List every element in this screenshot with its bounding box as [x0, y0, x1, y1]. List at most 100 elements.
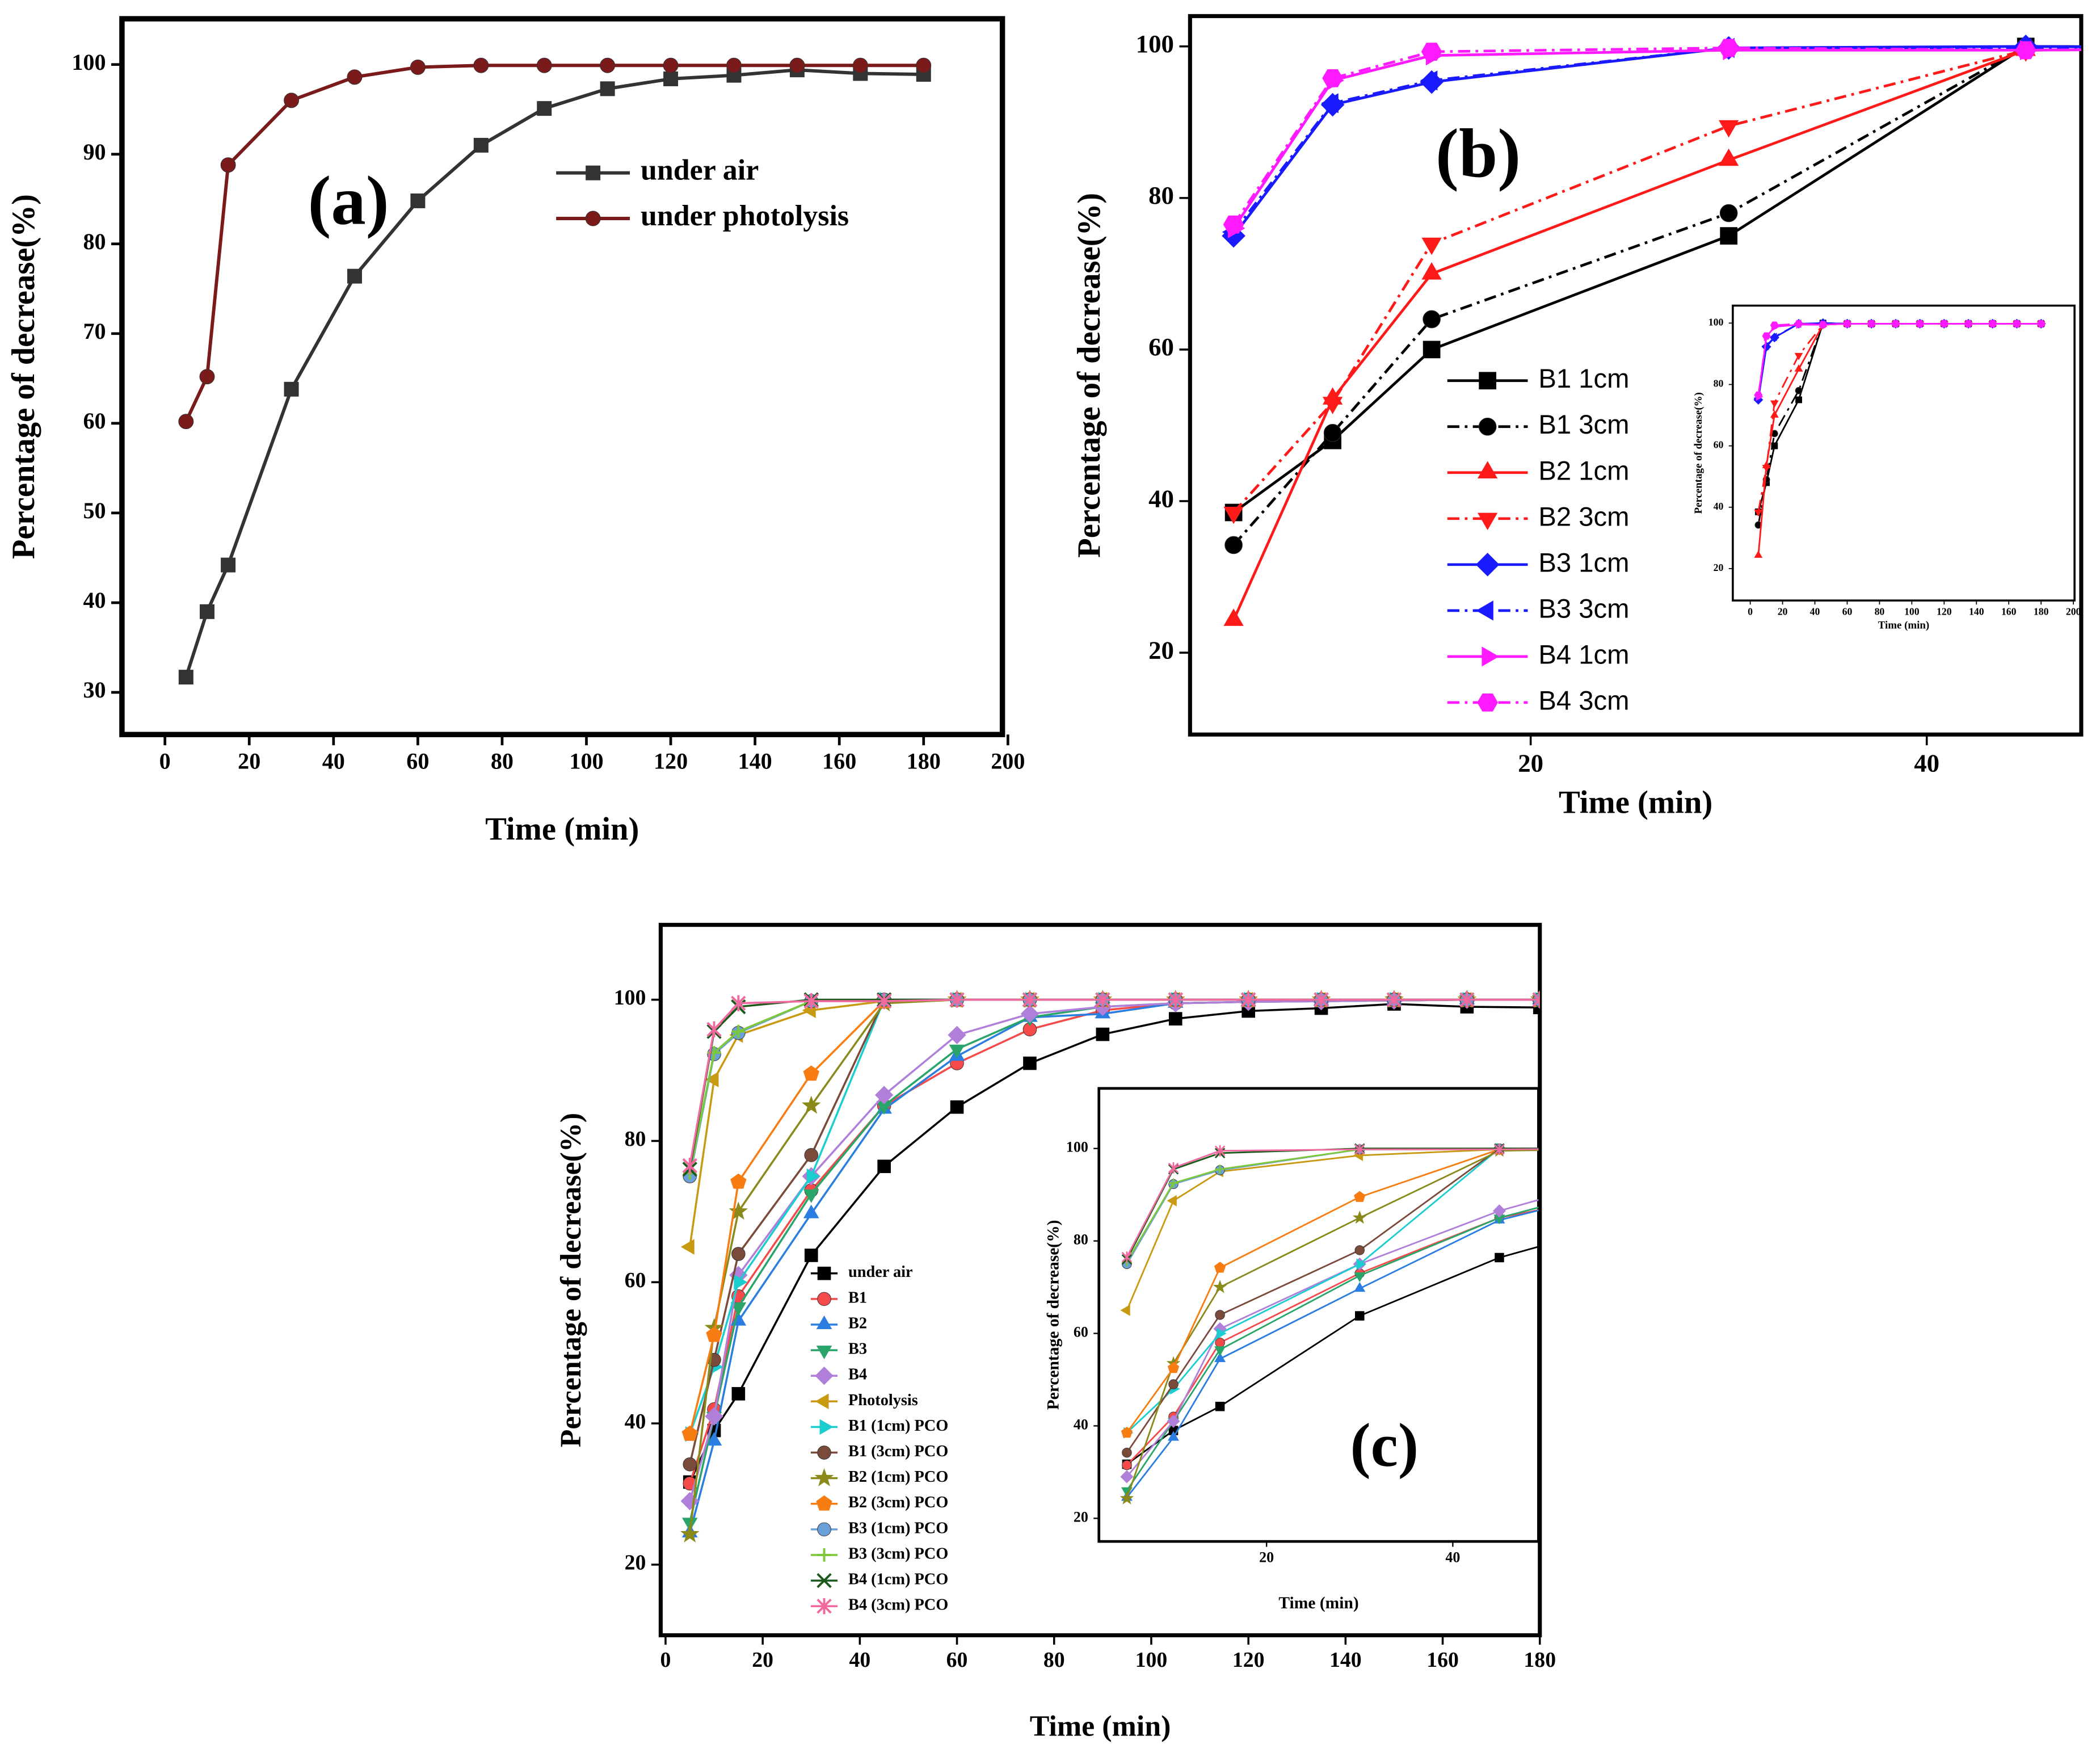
legend-label: B3 (1cm) PCO — [848, 1519, 948, 1537]
x-tick-label: 60 — [946, 1648, 968, 1672]
marker — [1214, 1262, 1226, 1273]
marker — [705, 1071, 719, 1087]
x-axis-label: Time (min) — [1030, 1710, 1171, 1743]
marker — [2053, 1156, 2063, 1166]
legend-label: B1 1cm — [1538, 364, 1629, 394]
marker — [1479, 372, 1496, 390]
y-tick-label: 60 — [1714, 439, 1724, 451]
x-tick-label: 40 — [849, 1648, 870, 1672]
marker — [1168, 1431, 1179, 1441]
legend-label: under air — [848, 1263, 913, 1281]
marker — [2036, 320, 2046, 327]
y-tick-label: 20 — [1074, 1508, 1088, 1525]
x-tick-label: 140 — [738, 749, 772, 774]
plot-frame — [1188, 14, 2084, 737]
marker — [817, 1266, 831, 1280]
marker — [1423, 341, 1441, 359]
legend-label: Photolysis — [848, 1392, 918, 1409]
y-tick-label: 20 — [1148, 636, 1174, 664]
marker — [347, 268, 362, 284]
marker — [2055, 1144, 2064, 1154]
series-line — [689, 1003, 1540, 1483]
marker — [803, 1065, 819, 1081]
marker — [1322, 397, 1343, 414]
marker — [803, 1189, 819, 1203]
marker — [1754, 391, 1763, 399]
marker — [817, 1573, 832, 1588]
marker — [1774, 1144, 1784, 1153]
marker — [1912, 1142, 1924, 1154]
marker — [816, 1316, 832, 1329]
marker — [1634, 1214, 1644, 1224]
marker — [1354, 1311, 1365, 1321]
marker — [1769, 333, 1777, 342]
marker — [473, 137, 489, 153]
series-line — [1126, 1148, 1539, 1258]
marker — [1773, 1142, 1785, 1154]
marker — [1321, 93, 1339, 114]
x-tick-label: 80 — [1875, 606, 1885, 617]
marker — [1421, 237, 1442, 255]
series-line — [1126, 1148, 1539, 1434]
marker — [1120, 1304, 1130, 1316]
marker — [1914, 1144, 1924, 1153]
marker — [2052, 1142, 2064, 1154]
marker — [1240, 991, 1256, 1008]
series-line — [1126, 1148, 1539, 1434]
y-tick-label: 40 — [1148, 484, 1174, 512]
marker — [1762, 465, 1771, 473]
marker — [1477, 461, 1498, 478]
marker — [1214, 1145, 1226, 1157]
series-group — [1753, 318, 2046, 558]
marker — [1213, 1280, 1227, 1293]
marker — [1215, 1401, 1225, 1411]
marker — [817, 1598, 832, 1615]
marker — [1223, 215, 1244, 234]
marker — [1914, 1144, 1924, 1153]
marker — [1794, 352, 1803, 360]
y-axis-label: Percentage of decrease(%) — [1045, 1220, 1063, 1410]
marker — [730, 1302, 747, 1316]
marker — [1168, 1379, 1179, 1389]
y-tick-label: 60 — [1148, 333, 1174, 361]
marker — [1762, 332, 1771, 340]
y-axis-label: Percentage of decrease(%) — [6, 194, 41, 559]
x-tick-label: 0 — [1748, 606, 1753, 617]
plot-frame — [1732, 304, 2076, 602]
legend-label: under photolysis — [641, 200, 849, 232]
marker — [1634, 1144, 1644, 1153]
marker — [1217, 1327, 1227, 1339]
marker — [178, 414, 194, 430]
marker — [1354, 1144, 1365, 1155]
marker — [1352, 1210, 1367, 1224]
marker — [1771, 442, 1778, 449]
marker — [1794, 364, 1803, 372]
marker — [1867, 320, 1876, 327]
legend-label: B3 1cm — [1538, 548, 1629, 578]
x-tick-label: 160 — [822, 749, 856, 774]
marker — [1215, 1165, 1225, 1174]
marker — [789, 57, 805, 73]
marker — [1023, 1056, 1037, 1070]
marker — [1476, 600, 1493, 621]
series-line — [1232, 45, 2081, 237]
series-line — [1126, 1148, 1539, 1311]
legend-label: B2 1cm — [1538, 456, 1629, 486]
marker — [1634, 1143, 1644, 1154]
marker — [199, 604, 214, 619]
marker — [1167, 1414, 1180, 1428]
y-tick-label: 70 — [83, 318, 106, 344]
marker — [1891, 320, 1900, 327]
marker — [683, 1457, 697, 1472]
x-tick-label: 40 — [1445, 1549, 1460, 1565]
marker — [1913, 1152, 1924, 1161]
marker — [916, 57, 932, 73]
legend-label: B3 (3cm) PCO — [848, 1545, 948, 1562]
series-line — [1232, 48, 2081, 621]
marker — [1633, 1166, 1645, 1178]
x-tick-label: 180 — [1524, 1648, 1556, 1672]
marker — [1633, 1144, 1642, 1154]
marker — [949, 1044, 965, 1058]
marker — [1634, 1144, 1644, 1153]
marker — [1167, 1195, 1177, 1207]
